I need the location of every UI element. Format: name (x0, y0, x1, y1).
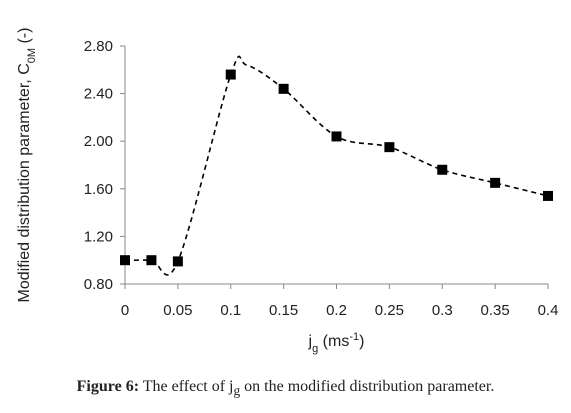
caption-label: Figure 6: (76, 378, 140, 395)
caption-subscript: g (233, 383, 241, 399)
x-tick-label: 0.35 (481, 302, 510, 319)
caption-text-post: on the modified distribution parameter. (240, 378, 495, 395)
x-tick-label: 0.2 (326, 302, 347, 319)
data-point (490, 177, 501, 188)
axes (124, 46, 548, 285)
x-tick-labels: 0 0.05 0.1 0.15 0.2 0.25 0.3 0.35 0.4 (121, 284, 559, 319)
data-point (384, 142, 395, 153)
x-tick-label: 0.3 (432, 302, 453, 319)
data-point (437, 164, 448, 175)
data-markers (120, 69, 553, 267)
data-point (225, 69, 236, 80)
x-tick-label: 0.4 (538, 302, 559, 319)
x-axis-title: jg (ms-1) (308, 331, 365, 355)
data-point (120, 255, 130, 266)
y-tick-label: 2.00 (84, 133, 113, 150)
data-point (543, 190, 553, 201)
x-tick-label: 0 (121, 302, 129, 319)
y-tick-labels: 0.80 1.20 1.60 2.00 2.40 2.80 (84, 38, 125, 293)
data-point (278, 83, 289, 94)
x-tick-label: 0.1 (220, 302, 241, 319)
data-point (146, 255, 157, 266)
y-tick-label: 2.40 (84, 86, 113, 103)
y-tick-label: 2.80 (84, 38, 113, 55)
chart: 0.80 1.20 1.60 2.00 2.40 2.80 0 0.05 0.1 0.15 0.2… (16, 28, 559, 355)
y-tick-label: 0.80 (84, 276, 113, 293)
dashed-trend-line (124, 55, 549, 276)
x-tick-label: 0.05 (163, 302, 192, 319)
caption-text-pre: The effect of j (139, 378, 234, 395)
x-tick-label: 0.25 (375, 302, 404, 319)
x-tick-label: 0.15 (269, 302, 298, 319)
y-tick-label: 1.20 (84, 228, 113, 245)
y-tick-label: 1.60 (84, 181, 113, 198)
y-axis-title: Modified distribution parameter, C0M (-) (16, 28, 38, 303)
data-point (172, 256, 183, 267)
data-point (331, 131, 342, 142)
figure-caption: Figure 6: The effect of jg on the modifi… (0, 378, 571, 399)
